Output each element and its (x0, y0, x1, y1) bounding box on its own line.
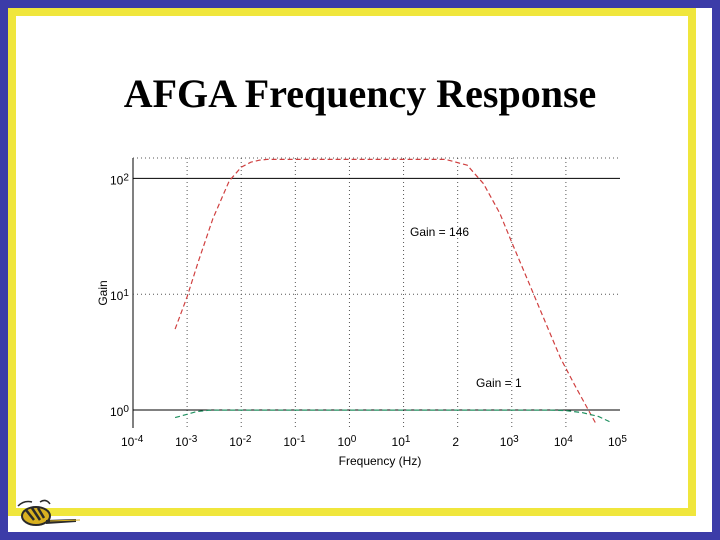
y-tick-label: 100 (110, 404, 129, 419)
grid-lines (132, 157, 620, 428)
series-line-1 (174, 409, 612, 424)
x-tick-label: 105 (608, 434, 627, 449)
yellow-jacket-logo (17, 499, 81, 526)
data-series (174, 158, 612, 424)
x-tick-label: 10-4 (121, 434, 144, 449)
slide-title: AFGA Frequency Response (123, 71, 597, 116)
x-tick-label: 103 (500, 434, 519, 449)
y-axis-label: Gain (96, 280, 110, 305)
x-tick-label: 10-2 (229, 434, 252, 449)
x-tick-label: 10-3 (175, 434, 198, 449)
y-tick-label: 101 (110, 288, 129, 303)
x-tick-label: 2 (446, 435, 460, 449)
x-tick-label: 101 (392, 434, 411, 449)
slide-inner-frame (8, 8, 696, 516)
series-line-0 (174, 158, 596, 423)
x-tick-label: 10-1 (283, 434, 306, 449)
x-tick-label: 104 (554, 434, 573, 449)
x-tick-label: 100 (337, 434, 356, 449)
annotation-gain-146: Gain = 146 (410, 225, 469, 239)
x-axis-label: Frequency (Hz) (339, 454, 422, 468)
y-tick-label: 102 (110, 172, 129, 187)
annotation-gain-1: Gain = 1 (476, 376, 522, 390)
tick-labels: 10-4 10-3 10-2 10-1 100 101 2 103 104 105 100 101 1… (110, 172, 627, 449)
